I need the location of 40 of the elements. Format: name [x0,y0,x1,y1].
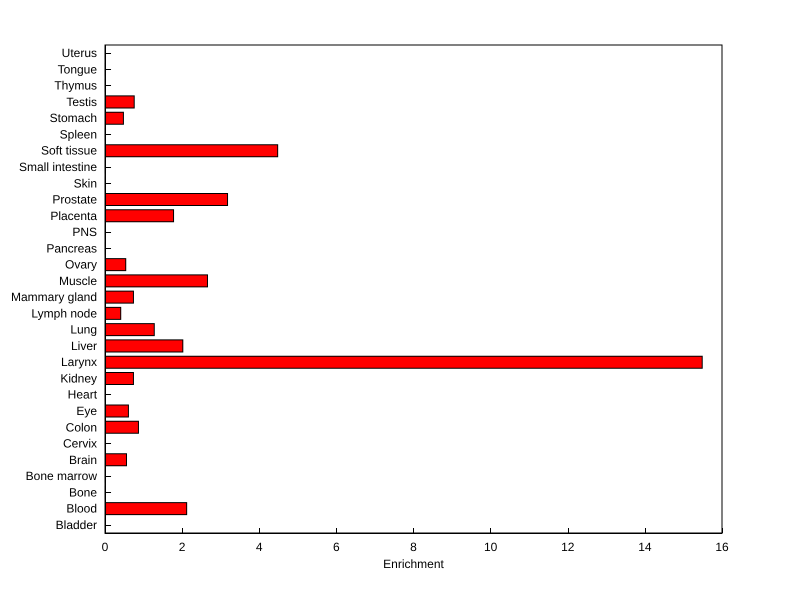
y-tick-label: Thymus [54,78,98,93]
y-tick-label: Small intestine [18,160,98,174]
y-tick-label: Colon [66,420,98,434]
y-tick-label: Bladder [56,518,98,532]
x-tick-label: 2 [178,540,186,554]
y-tick-label: Heart [68,388,98,402]
x-tick-label: 12 [561,540,575,554]
y-tick-label: Muscle [59,274,98,288]
y-tick-label: Soft tissue [40,144,98,158]
y-tick-label: Bone marrow [26,469,98,484]
x-tick-label: 16 [715,540,729,554]
y-tick-label: Ovary [65,258,98,272]
x-tick-label: 14 [638,540,652,554]
y-tick-label: Spleen [60,127,98,142]
y-tick-label: Blood [66,502,98,516]
x-tick-label: 6 [333,540,340,554]
x-tick-label: 8 [410,540,418,554]
x-tick-label: 10 [484,540,498,554]
y-tick-label: Skin [74,176,98,190]
y-tick-label: Placenta [50,208,98,223]
y-tick-label: Lung [70,322,98,337]
x-tick-label: 4 [256,540,263,554]
y-tick-label: Brain [69,452,98,467]
y-tick-label: PNS [72,225,98,240]
y-tick-label: Mammary gland [10,290,98,304]
y-tick-label: Pancreas [46,241,98,256]
y-tick-label: Larynx [60,355,98,370]
y-tick-label: Lymph node [31,306,98,320]
y-tick-label: Eye [76,404,98,418]
y-tick-label: Testis [66,94,98,109]
y-tick-label: Bone [68,485,98,500]
y-tick-label: Prostate [52,192,98,207]
y-tick-label: Stomach [50,111,98,126]
y-tick-label: Tongue [58,62,98,76]
y-tick-label: Uterus [62,46,98,60]
x-axis-title: Enrichment [383,556,445,571]
y-tick-label: Cervix [63,436,98,451]
y-tick-label: Kidney [60,371,98,386]
y-tick-label: Liver [71,338,98,353]
x-tick-label: 0 [102,540,109,554]
